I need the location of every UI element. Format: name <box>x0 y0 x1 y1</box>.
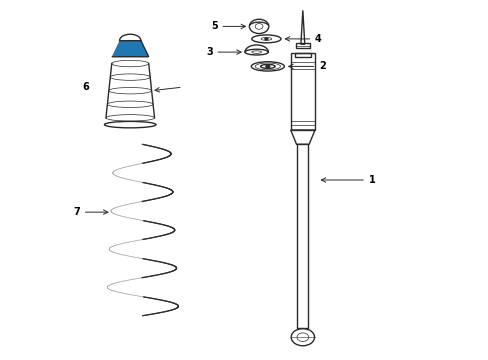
Text: 5: 5 <box>211 21 217 31</box>
Bar <box>295 43 309 48</box>
Polygon shape <box>112 41 148 57</box>
Text: 2: 2 <box>318 62 325 71</box>
Text: 6: 6 <box>82 82 89 92</box>
Text: 7: 7 <box>73 207 80 217</box>
Bar <box>294 53 310 57</box>
Text: 1: 1 <box>368 175 374 185</box>
Text: 3: 3 <box>206 47 212 57</box>
Circle shape <box>264 38 267 40</box>
Circle shape <box>265 65 269 68</box>
Bar <box>297 144 307 328</box>
Text: 4: 4 <box>314 34 321 44</box>
Bar <box>290 53 314 130</box>
